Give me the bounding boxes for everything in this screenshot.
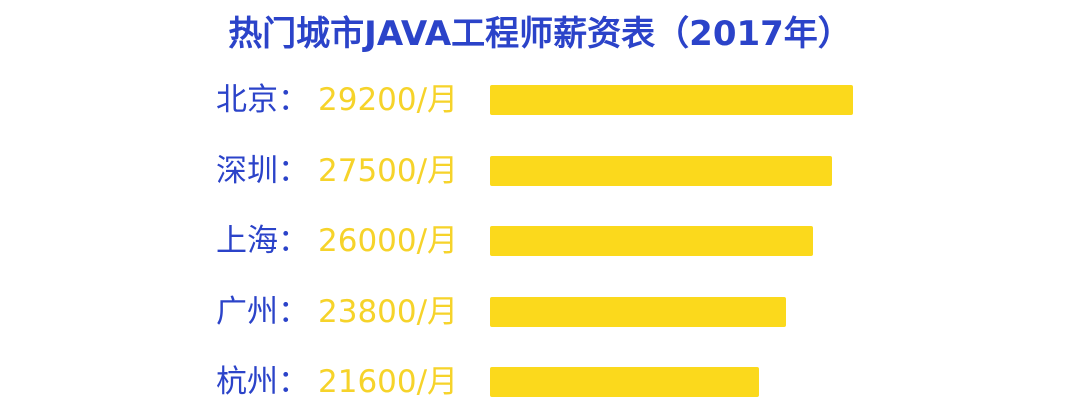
city-name: 广州 [216,293,278,330]
city-colon: ： [278,152,309,189]
bar-row: 杭州： 21600/月 [0,356,1080,408]
salary-label: 23800/月 [318,293,459,330]
salary-label: 29200/月 [318,82,459,118]
bar-row: 北京： 29200/月 [0,74,1080,126]
city-name: 上海 [216,223,278,259]
salary-bar [490,296,786,327]
salary-label: 27500/月 [318,152,459,189]
bar-row: 深圳： 27500/月 [0,145,1080,197]
city-colon: ： [278,364,309,400]
city-label: 杭州： [216,356,309,408]
city-label: 广州： [216,286,309,338]
city-label: 深圳： [216,145,309,197]
city-name: 深圳 [216,152,278,189]
bar-row: 上海： 26000/月 [0,215,1080,267]
salary-bar [490,85,853,115]
city-label: 北京： [216,74,309,126]
salary-bar [490,155,832,186]
salary-bar [490,367,759,397]
city-name: 北京 [216,82,278,118]
chart-title: 热门城市JAVA工程师薪资表（2017年） [228,14,852,54]
bar-row: 广州： 23800/月 [0,286,1080,338]
city-colon: ： [278,82,309,118]
salary-bar [490,226,813,256]
city-label: 上海： [216,215,309,267]
salary-label: 26000/月 [318,223,459,259]
city-colon: ： [278,293,309,330]
city-colon: ： [278,223,309,259]
salary-label: 21600/月 [318,364,459,400]
city-name: 杭州 [216,364,278,400]
